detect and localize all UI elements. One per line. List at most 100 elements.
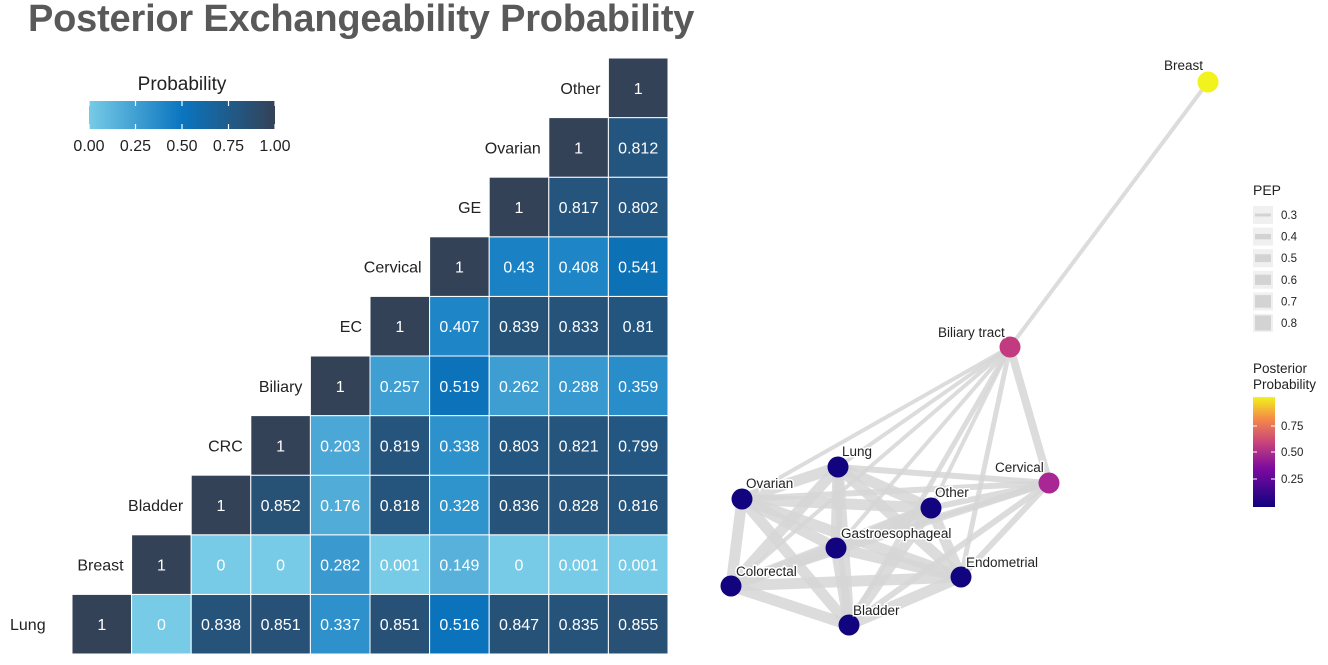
pep-legend-label: 0.5	[1281, 253, 1297, 265]
network-edge	[1008, 80, 1210, 349]
heatmap-cell	[429, 415, 490, 476]
network-node-label: Gastroesophageal	[841, 526, 951, 541]
heatmap-cell	[548, 295, 609, 357]
heatmap-cell-value: 0.799	[618, 438, 658, 455]
heatmap-cell-value: 1	[634, 81, 643, 98]
heatmap-cell-value: 0.835	[559, 617, 599, 634]
heatmap-cell-value: 0.833	[559, 319, 599, 336]
heatmap-cell-value: 0.839	[499, 319, 539, 336]
network-node	[1197, 71, 1219, 93]
heatmap-cell-value: 1	[395, 319, 404, 336]
heatmap-cell-value: 1	[336, 379, 345, 396]
heatmap-cell-value: 0.338	[439, 438, 479, 455]
heatmap-cell	[607, 57, 669, 119]
legend-tick-label: 0.75	[213, 138, 244, 155]
heatmap-cell	[607, 534, 669, 595]
heatmap-cell	[309, 534, 371, 595]
pep-legend-label: 0.4	[1281, 232, 1298, 244]
heatmap-cell-value: 0	[217, 558, 226, 575]
pep-legend-label: 0.6	[1281, 275, 1297, 287]
heatmap-cell-value: 0.851	[261, 617, 301, 634]
heatmap-cell-value: 0.519	[439, 379, 479, 396]
heatmap-cell-value: 1	[276, 438, 285, 455]
heatmap-cell	[309, 593, 371, 655]
heatmap-cell	[429, 236, 490, 297]
legend-tick-label: 0.25	[120, 138, 151, 155]
network-node-label: Other	[935, 485, 969, 500]
network-node-label: Breast	[1164, 58, 1203, 73]
network-node	[731, 488, 753, 510]
heatmap-cell-value: 0.802	[618, 200, 658, 217]
posterior-legend-bar	[1253, 397, 1275, 507]
heatmap-cell-value: 0.001	[380, 558, 420, 575]
heatmap-row-label: Cervical	[364, 260, 422, 277]
heatmap-cell-value: 0.836	[499, 498, 539, 515]
network-edge	[846, 571, 964, 631]
heatmap-cell	[607, 117, 669, 178]
heatmap-cell	[250, 593, 311, 655]
heatmap-cell-value: 0.81	[623, 319, 654, 336]
heatmap-cell	[548, 117, 609, 178]
heatmap-cell	[309, 474, 371, 536]
network-edge	[741, 345, 1011, 501]
network-node	[825, 537, 847, 559]
heatmap-cell-value: 0.819	[380, 438, 420, 455]
heatmap-cell-value: 0.407	[439, 319, 479, 336]
network-node-label: Colorectal	[736, 564, 797, 579]
heatmap-cell	[607, 176, 669, 238]
heatmap-cell	[548, 415, 609, 476]
network-node	[1038, 472, 1060, 494]
heatmap-cell-value: 1	[97, 617, 106, 634]
pep-legend-label: 0.8	[1281, 318, 1297, 330]
heatmap-row-label: EC	[340, 319, 362, 336]
network-edge	[836, 345, 1012, 469]
network-edge	[730, 571, 962, 592]
heatmap-cell-value: 0.541	[618, 260, 658, 277]
heatmap-cell	[369, 295, 431, 357]
network-node	[720, 575, 742, 597]
heatmap-cell-value: 1	[157, 558, 166, 575]
heatmap-cell-value: 0.257	[380, 379, 420, 396]
network-node-label: Lung	[842, 444, 872, 459]
network-edge	[725, 498, 748, 587]
posterior-legend-label: 0.50	[1281, 447, 1303, 459]
network-node	[827, 456, 849, 478]
heatmap-cell	[250, 534, 311, 595]
network-node	[920, 497, 942, 519]
heatmap-cell	[488, 236, 550, 297]
network-node-label: Bladder	[853, 603, 900, 618]
heatmap-cell-value: 0.337	[320, 617, 360, 634]
heatmap-row-label: Ovarian	[485, 140, 541, 157]
heatmap-cell-value: 0.001	[559, 558, 599, 575]
heatmap-cell	[190, 474, 252, 536]
heatmap-cell-value: 1	[455, 260, 464, 277]
heatmap-cell-value: 0.408	[559, 260, 599, 277]
heatmap-cell	[488, 593, 550, 655]
heatmap-cell-value: 0.288	[559, 379, 599, 396]
heatmap-cell-value: 1	[515, 200, 524, 217]
heatmap-cell-value: 0.855	[618, 617, 658, 634]
heatmap-cell	[429, 355, 490, 417]
posterior-legend-label: 0.25	[1281, 474, 1303, 486]
heatmap-cell-value: 0.001	[618, 558, 658, 575]
heatmap-cell	[369, 534, 431, 595]
heatmap-row-label: Breast	[77, 558, 124, 575]
network-edge	[729, 580, 851, 631]
network-edge	[958, 480, 1052, 580]
network-edge	[740, 461, 840, 505]
heatmap-cell-value: 0.43	[503, 260, 534, 277]
heatmap-cell	[429, 534, 490, 595]
heatmap-cell	[548, 474, 609, 536]
heatmap-cell-value: 0.262	[499, 379, 539, 396]
legend-tick-label: 1.00	[259, 138, 290, 155]
heatmap-cell	[607, 415, 669, 476]
heatmap-cell	[429, 474, 490, 536]
heatmap-cell	[488, 176, 550, 238]
heatmap-cell	[309, 415, 371, 476]
heatmap-cell-value: 0.828	[559, 498, 599, 515]
heatmap-cell-value: 0.282	[320, 558, 360, 575]
heatmap-cell	[548, 534, 609, 595]
posterior-legend-label: 0.75	[1281, 421, 1303, 433]
heatmap-cell	[190, 593, 252, 655]
